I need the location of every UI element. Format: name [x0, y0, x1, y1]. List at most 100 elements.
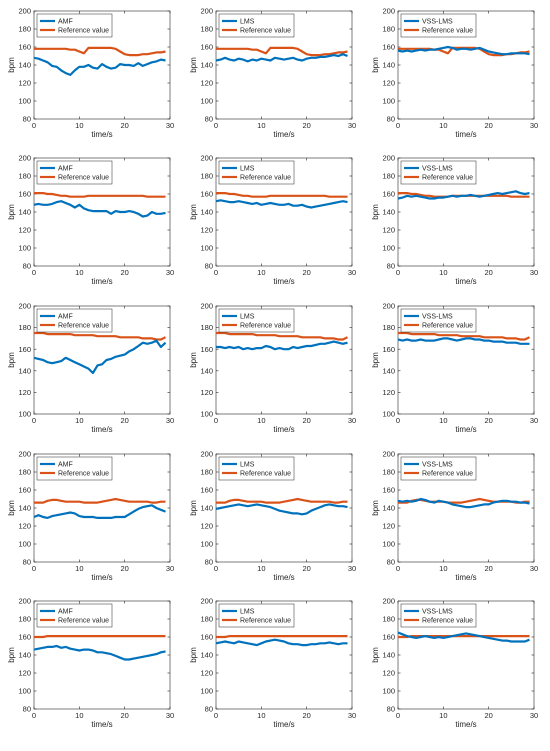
y-tick-label: 80 [205, 262, 213, 271]
series-line-method [34, 504, 166, 520]
series-line-reference [398, 331, 530, 341]
x-tick-label: 30 [530, 564, 538, 573]
series-line-reference [34, 46, 166, 57]
y-tick-label: 80 [205, 705, 213, 714]
y-tick-label: 180 [382, 172, 395, 181]
y-tick-label: 100 [382, 97, 395, 106]
y-tick-label: 200 [18, 597, 31, 606]
legend-box [400, 603, 477, 628]
y-axis-label: bpm [371, 204, 380, 220]
y-tick-label: 80 [23, 115, 31, 124]
x-tick-label: 20 [484, 711, 492, 720]
series-line-method [398, 45, 530, 56]
y-tick-label: 140 [382, 208, 395, 217]
x-tick-label: 10 [75, 711, 83, 720]
y-tick-label: 180 [200, 323, 213, 332]
y-tick-label: 140 [200, 61, 213, 70]
legend-label: LMS [240, 19, 255, 26]
y-tick-label: 100 [382, 540, 395, 549]
y-tick-label: 140 [18, 61, 31, 70]
y-tick-label: 160 [382, 43, 395, 52]
y-tick-label: 160 [382, 633, 395, 642]
y-tick-label: 140 [200, 366, 213, 375]
series-line-method [216, 53, 348, 63]
x-tick-label: 10 [75, 416, 83, 425]
legend-label: VSS-LMS [422, 462, 453, 469]
y-tick-label: 120 [18, 522, 31, 531]
y-axis-label: bpm [7, 57, 16, 73]
x-tick-label: 0 [214, 268, 218, 277]
y-tick-label: 100 [18, 540, 31, 549]
x-tick-label: 10 [75, 121, 83, 130]
y-tick-label: 120 [18, 79, 31, 88]
y-tick-label: 80 [23, 558, 31, 567]
x-tick-label: 0 [214, 121, 218, 130]
y-tick-label: 140 [18, 208, 31, 217]
y-axis-label: bpm [371, 57, 380, 73]
x-tick-label: 0 [32, 711, 36, 720]
x-tick-label: 0 [32, 121, 36, 130]
y-tick-label: 120 [200, 669, 213, 678]
legend-box [218, 308, 295, 333]
series-line-method [34, 644, 166, 661]
y-tick-label: 200 [382, 302, 395, 311]
x-tick-label: 30 [348, 564, 356, 573]
y-tick-label: 180 [382, 468, 395, 477]
x-tick-label: 30 [530, 711, 538, 720]
legend-label: VSS-LMS [422, 166, 453, 173]
subplot-r1-c3: 0 10 20 30 80 100 120 140 160 180 200 time/s bpm VSS-… [371, 7, 538, 139]
subplot-r2-c2: 0 10 20 30 80 100 120 140 160 180 200 time/s bpm LMS R… [189, 154, 356, 286]
x-axis-label: time/s [91, 130, 112, 139]
legend-box [400, 456, 477, 481]
legend-box [400, 13, 477, 38]
legend-label: Reference value [58, 618, 109, 625]
x-tick-label: 20 [484, 564, 492, 573]
y-tick-label: 200 [18, 7, 31, 16]
y-tick-label: 120 [382, 388, 395, 397]
x-tick-label: 0 [396, 121, 400, 130]
x-tick-label: 10 [439, 416, 447, 425]
x-tick-label: 20 [120, 268, 128, 277]
y-tick-label: 140 [200, 208, 213, 217]
legend-box [36, 308, 113, 333]
y-tick-label: 200 [382, 597, 395, 606]
legend-label: LMS [240, 166, 255, 173]
y-tick-label: 180 [382, 615, 395, 624]
y-tick-label: 200 [382, 154, 395, 163]
y-tick-label: 120 [18, 388, 31, 397]
legend-label: LMS [240, 462, 255, 469]
x-tick-label: 20 [120, 711, 128, 720]
y-tick-label: 140 [18, 651, 31, 660]
subplot-r3-c1: 0 10 20 30 100 120 140 160 180 200 time/s bpm AMF Ref… [7, 302, 174, 434]
x-axis-label: time/s [91, 277, 112, 286]
y-tick-label: 160 [382, 190, 395, 199]
legend-label: VSS-LMS [422, 609, 453, 616]
x-tick-label: 30 [166, 564, 174, 573]
subplot-r4-c3: 0 10 20 30 80 100 120 140 160 180 200 time/s bpm VSS-… [371, 450, 538, 582]
x-tick-label: 0 [396, 564, 400, 573]
x-axis-label: time/s [455, 130, 476, 139]
x-tick-label: 30 [166, 416, 174, 425]
x-tick-label: 30 [348, 416, 356, 425]
series-line-method [34, 339, 167, 375]
y-tick-label: 120 [382, 226, 395, 235]
legend-box [218, 603, 295, 628]
x-tick-label: 20 [302, 416, 310, 425]
subplot-r5-c3: 0 10 20 30 80 100 120 140 160 180 200 time/s bpm VSS-… [371, 597, 538, 729]
y-tick-label: 180 [18, 25, 31, 34]
y-tick-label: 120 [382, 669, 395, 678]
series-line-method [398, 631, 530, 643]
x-tick-label: 30 [530, 416, 538, 425]
subplot-r1-c2: 0 10 20 30 80 100 120 140 160 180 200 time/s bpm LMS R… [189, 7, 356, 139]
series-line-reference [34, 634, 166, 639]
series-line-method [34, 200, 166, 218]
y-tick-label: 160 [200, 633, 213, 642]
y-tick-label: 160 [18, 43, 31, 52]
x-tick-label: 30 [530, 121, 538, 130]
legend-label: LMS [240, 314, 255, 321]
y-tick-label: 80 [387, 705, 395, 714]
y-tick-label: 200 [382, 7, 395, 16]
y-axis-label: bpm [189, 204, 198, 220]
x-tick-label: 20 [302, 564, 310, 573]
